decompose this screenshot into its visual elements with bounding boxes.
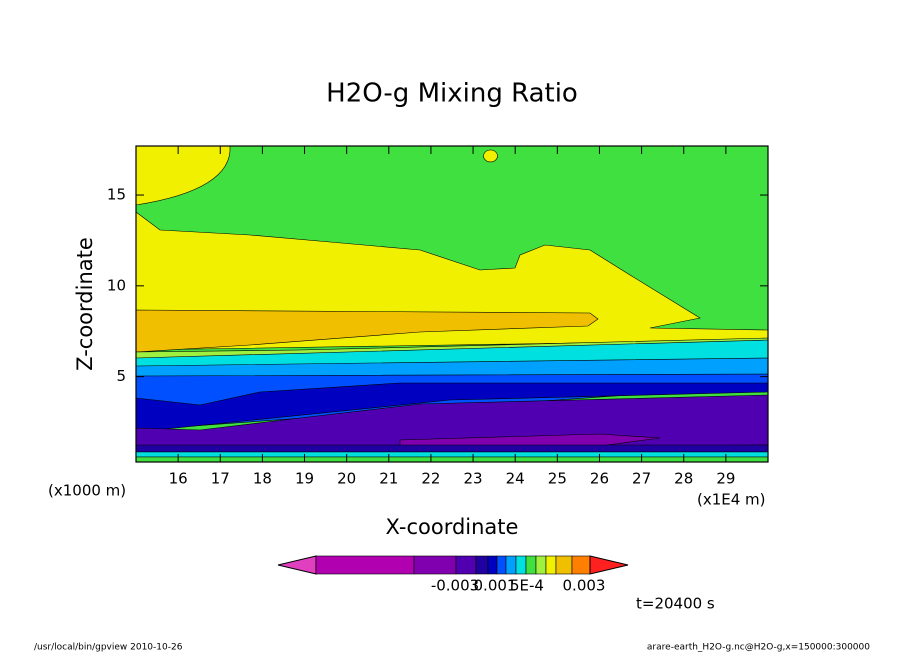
chart-title: H2O-g Mixing Ratio bbox=[326, 79, 578, 109]
x-tick-label: 20 bbox=[337, 470, 356, 488]
colorbar-end bbox=[277, 555, 317, 575]
colorbar-box bbox=[475, 555, 489, 575]
colorbar-box bbox=[525, 555, 537, 575]
footer-left: /usr/local/bin/gpview 2010-10-26 bbox=[34, 643, 183, 653]
contour-fill bbox=[135, 456, 769, 463]
footer-right: arare-earth_H2O-g.nc@H2O-g,x=150000:3000… bbox=[647, 643, 870, 653]
contour-fill bbox=[135, 145, 231, 206]
x-axis-label: X-coordinate bbox=[386, 515, 519, 539]
x-tick-label: 22 bbox=[421, 470, 440, 488]
colorbar-label: 5E-4 bbox=[510, 577, 544, 595]
plot-frame bbox=[135, 145, 769, 463]
x-tick-label: 17 bbox=[211, 470, 230, 488]
colorbar-box bbox=[535, 555, 547, 575]
x-tick-label: 23 bbox=[464, 470, 483, 488]
y-tick-label: 15 bbox=[107, 186, 126, 204]
x-unit: (x1E4 m) bbox=[697, 491, 766, 509]
time-label: t=20400 s bbox=[636, 595, 715, 613]
x-tick-label: 27 bbox=[632, 470, 651, 488]
x-tick-label: 21 bbox=[379, 470, 398, 488]
colorbar-label: 0.003 bbox=[563, 577, 606, 595]
x-tick-label: 19 bbox=[295, 470, 314, 488]
y-unit: (x1000 m) bbox=[48, 482, 126, 500]
colorbar-box bbox=[487, 555, 498, 575]
y-axis-label: Z-coordinate bbox=[73, 237, 97, 371]
y-tick-label: 5 bbox=[116, 367, 126, 385]
x-tick-label: 26 bbox=[590, 470, 609, 488]
colorbar-box bbox=[545, 555, 557, 575]
colorbar-label: 0.001 bbox=[474, 577, 517, 595]
x-tick-label: 18 bbox=[253, 470, 272, 488]
contour-fill bbox=[135, 309, 599, 353]
colorbar-box bbox=[315, 555, 415, 575]
colorbar-box bbox=[555, 555, 573, 575]
colorbar-box bbox=[496, 555, 507, 575]
colorbar-box bbox=[505, 555, 517, 575]
colorbar-end bbox=[589, 555, 629, 575]
x-tick-label: 24 bbox=[506, 470, 525, 488]
y-tick-label: 10 bbox=[107, 276, 126, 294]
colorbar-box bbox=[515, 555, 527, 575]
contour-fill bbox=[135, 444, 769, 453]
colorbar-label: -0.003 bbox=[431, 577, 479, 595]
x-tick-label: 28 bbox=[674, 470, 693, 488]
colorbar-box bbox=[571, 555, 591, 575]
contour-fill bbox=[135, 451, 769, 458]
contour-fill bbox=[483, 149, 498, 163]
x-tick-label: 25 bbox=[548, 470, 567, 488]
x-tick-label: 16 bbox=[169, 470, 188, 488]
x-tick-label: 29 bbox=[716, 470, 735, 488]
colorbar-box bbox=[413, 555, 457, 575]
colorbar-box bbox=[455, 555, 477, 575]
